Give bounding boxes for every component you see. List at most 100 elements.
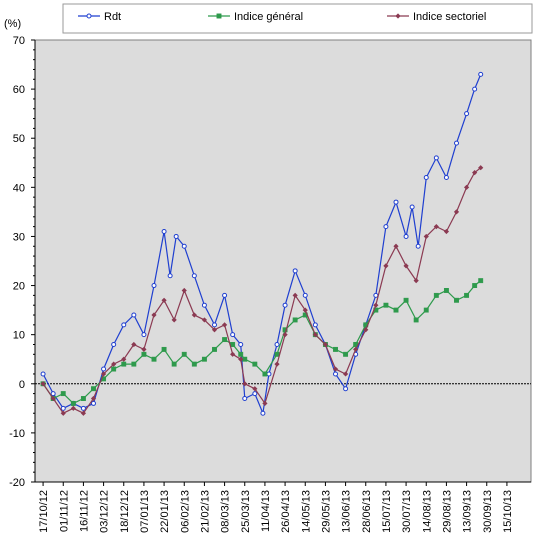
y-tick-label: 60 bbox=[13, 84, 25, 96]
data-point bbox=[393, 307, 399, 313]
data-point bbox=[443, 175, 449, 181]
y-tick-label: 10 bbox=[13, 330, 25, 342]
y-tick-label: 40 bbox=[13, 182, 25, 194]
x-tick-label: 07/01/13 bbox=[139, 490, 151, 533]
data-point bbox=[60, 405, 66, 411]
x-tick-label: 18/12/12 bbox=[119, 490, 131, 533]
x-tick-label: 14/08/13 bbox=[421, 490, 433, 533]
data-point bbox=[333, 371, 338, 377]
x-tick-label: 28/06/13 bbox=[361, 490, 373, 533]
x-tick-label: 25/03/13 bbox=[240, 490, 252, 533]
data-point bbox=[274, 351, 280, 357]
x-tick-label: 15/10/13 bbox=[502, 490, 514, 533]
x-tick-label: 26/04/13 bbox=[280, 490, 292, 533]
data-point bbox=[266, 371, 272, 377]
data-point bbox=[151, 312, 157, 318]
data-point bbox=[343, 351, 349, 357]
legend-label: Rdt bbox=[104, 11, 121, 23]
series-2 bbox=[40, 165, 484, 416]
legend: Rdt Indice général Indice sectoriel bbox=[62, 3, 533, 34]
data-point bbox=[181, 287, 187, 294]
data-point bbox=[403, 233, 409, 239]
data-point bbox=[167, 273, 173, 279]
data-point bbox=[292, 292, 298, 298]
data-point bbox=[111, 361, 117, 367]
legend-label: Indice général bbox=[234, 11, 303, 23]
data-point bbox=[111, 366, 117, 372]
data-point bbox=[383, 224, 389, 230]
data-point bbox=[282, 327, 288, 333]
y-axis: -20 -10 0 10 20 30 40 50 60 70 bbox=[9, 35, 36, 489]
data-point bbox=[222, 337, 228, 343]
x-tick-label: 13/06/13 bbox=[341, 490, 353, 533]
data-point bbox=[472, 86, 478, 92]
data-point bbox=[342, 371, 349, 377]
data-point bbox=[262, 400, 268, 407]
data-point bbox=[141, 351, 147, 357]
y-tick-label: 70 bbox=[13, 35, 25, 47]
x-tick-label: 14/05/13 bbox=[300, 490, 312, 533]
data-point bbox=[230, 332, 236, 338]
x-tick-label: 17/10/12 bbox=[38, 490, 50, 533]
data-point bbox=[322, 341, 329, 348]
data-point bbox=[343, 386, 349, 392]
data-point bbox=[121, 361, 127, 367]
data-point bbox=[274, 361, 280, 367]
data-point bbox=[111, 341, 117, 347]
data-point bbox=[373, 292, 379, 298]
data-point bbox=[403, 263, 409, 269]
data-point bbox=[478, 278, 484, 284]
data-point bbox=[478, 71, 484, 77]
y-tick-label: 20 bbox=[13, 281, 25, 293]
legend-box bbox=[62, 3, 533, 34]
data-point bbox=[423, 233, 429, 240]
data-point bbox=[161, 229, 167, 235]
data-point bbox=[50, 391, 56, 397]
y-tick-label: -20 bbox=[9, 477, 25, 489]
data-point bbox=[70, 400, 76, 406]
x-tick-label: 29/08/13 bbox=[441, 490, 453, 533]
data-point bbox=[260, 410, 266, 416]
y-tick-label: 30 bbox=[13, 231, 25, 243]
data-point bbox=[383, 302, 389, 308]
data-point bbox=[191, 312, 197, 318]
data-point bbox=[333, 346, 338, 352]
legend-label: Indice sectoriel bbox=[413, 11, 486, 23]
data-point bbox=[443, 228, 450, 235]
x-tick-label: 30/07/13 bbox=[401, 490, 413, 533]
data-point bbox=[221, 322, 228, 328]
data-point bbox=[464, 292, 470, 298]
data-point bbox=[302, 292, 308, 298]
legend-swatch-marker bbox=[216, 13, 222, 19]
data-point bbox=[181, 243, 187, 249]
data-point bbox=[373, 302, 379, 308]
data-point bbox=[181, 351, 187, 357]
data-point bbox=[292, 317, 298, 323]
data-point bbox=[80, 396, 86, 401]
data-point bbox=[161, 297, 167, 303]
data-point bbox=[443, 288, 449, 293]
data-point bbox=[222, 292, 228, 298]
x-tick-label: 08/03/13 bbox=[220, 490, 232, 533]
data-point bbox=[161, 346, 167, 352]
data-point bbox=[131, 312, 137, 318]
data-point bbox=[60, 410, 66, 416]
x-tick-label: 30/09/13 bbox=[482, 490, 494, 533]
data-point bbox=[212, 322, 217, 328]
x-tick-label: 03/12/12 bbox=[99, 490, 111, 533]
data-point bbox=[40, 381, 46, 387]
data-point bbox=[353, 346, 359, 352]
data-point bbox=[90, 395, 97, 402]
data-point bbox=[403, 297, 409, 303]
data-point bbox=[242, 381, 248, 387]
x-tick-label: 29/05/13 bbox=[320, 490, 332, 533]
legend-swatch-marker bbox=[86, 13, 92, 19]
data-point bbox=[383, 263, 389, 269]
y-tick-label: 0 bbox=[19, 379, 25, 391]
x-tick-label: 15/07/13 bbox=[381, 490, 393, 533]
data-point bbox=[141, 332, 147, 338]
data-point bbox=[201, 302, 207, 308]
data-point bbox=[252, 361, 258, 367]
